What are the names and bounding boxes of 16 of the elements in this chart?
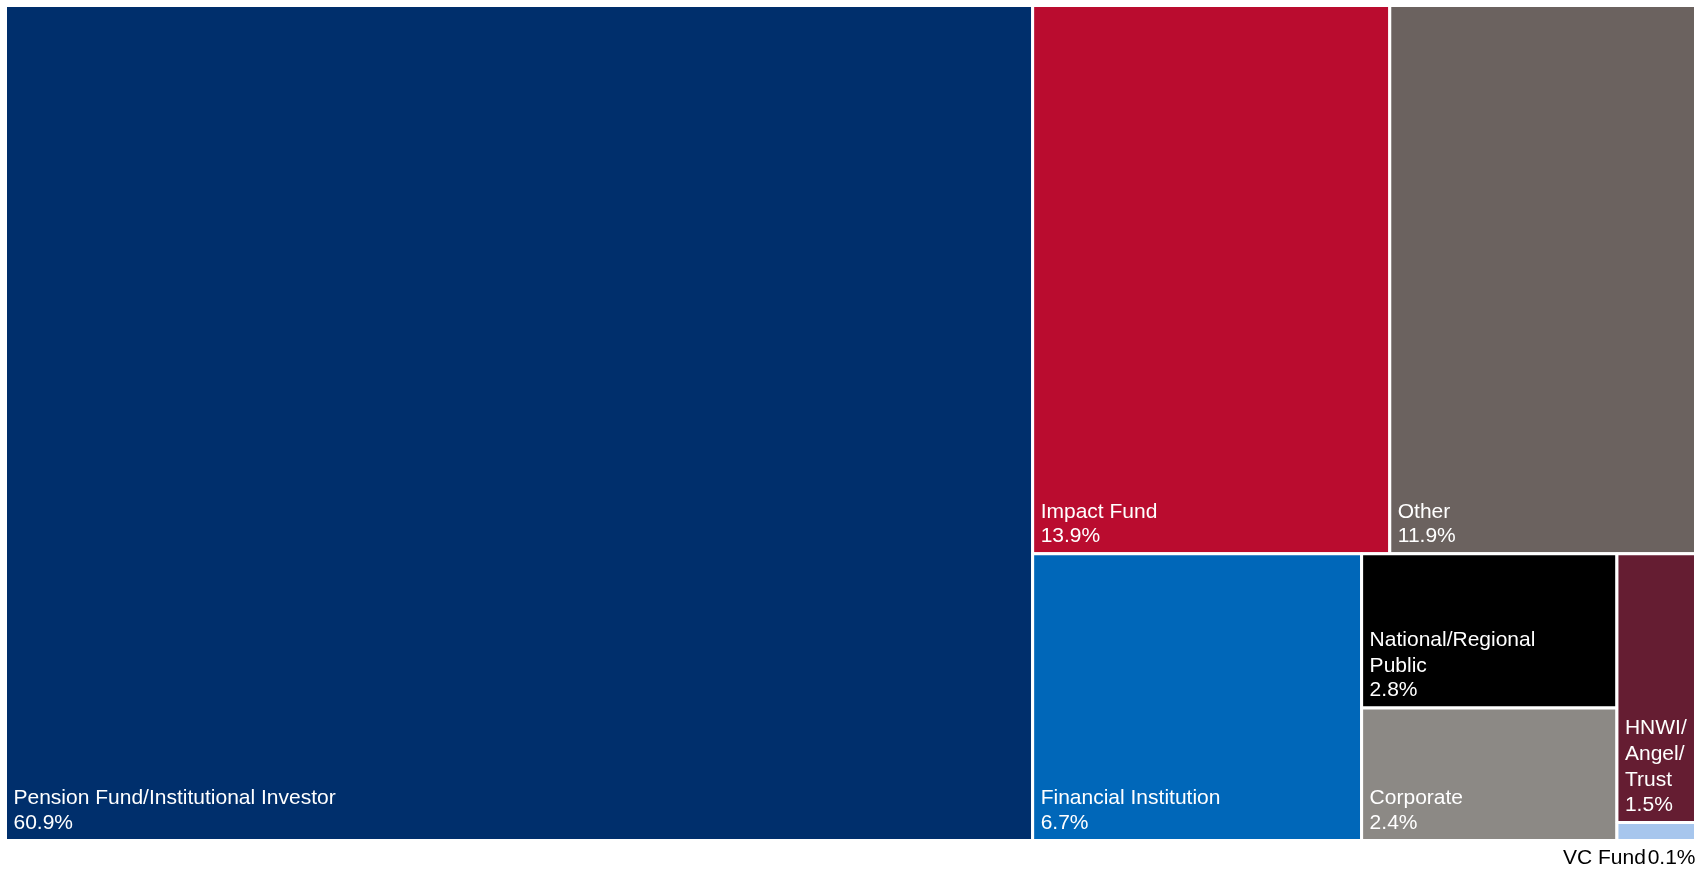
data-label: 60.9%: [13, 809, 74, 833]
data-label: 2.4%: [1369, 809, 1418, 833]
category-label: Financial Institution: [1040, 785, 1221, 809]
category-label: VC Fund: [1562, 844, 1646, 868]
category-label: HNWI/Angel/Trust: [1624, 714, 1687, 791]
data-label: 0.1%: [1647, 844, 1696, 868]
category-label: Impact Fund: [1040, 498, 1158, 522]
data-label: 11.9%: [1397, 522, 1456, 546]
category-label: Pension Fund/Institutional Investor: [13, 785, 336, 809]
data-label: 13.9%: [1040, 522, 1101, 546]
category-label: Other: [1397, 498, 1451, 522]
category-label: Corporate: [1369, 785, 1464, 809]
category-label: National/Regional Public: [1369, 626, 1536, 676]
data-label: 1.5%: [1624, 791, 1673, 815]
data-label: 6.7%: [1040, 809, 1089, 833]
data-label: 2.8%: [1369, 677, 1418, 701]
